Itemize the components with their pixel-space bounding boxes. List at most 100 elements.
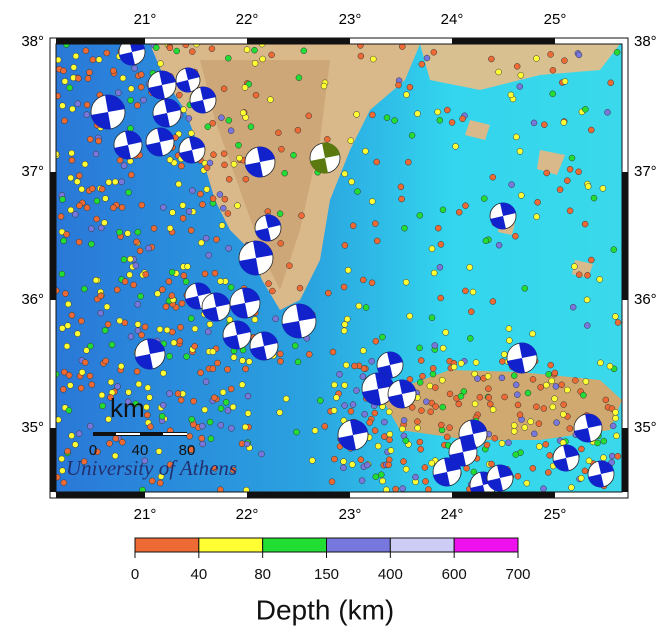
earthquake [92,150,100,158]
earthquake [126,271,133,279]
earthquake [58,270,66,278]
earthquake [176,91,183,99]
earthquake [89,185,96,192]
earthquake [75,238,83,246]
earthquake [296,284,304,292]
earthquake [560,119,568,126]
earthquake [191,325,199,333]
earthquake [467,335,474,342]
earthquake [103,49,111,57]
earthquake [61,117,68,125]
map-frame [49,37,629,499]
beachball-quadrant [146,127,174,157]
earthquake [328,478,336,485]
earthquake [75,75,82,82]
earthquake [549,403,557,411]
earthquake [568,154,576,162]
earthquake [489,406,497,413]
earthquake [127,125,134,132]
earthquake [59,325,66,332]
earthquake [127,333,135,340]
earthquake [482,237,490,245]
earthquake [341,382,348,389]
earthquake [488,460,495,468]
earthquake [265,280,272,287]
earthquake [612,409,619,416]
colorbar-segment [198,537,264,553]
earthquake [607,79,614,87]
earthquake [561,78,569,85]
earthquake [179,215,187,222]
earthquake [459,115,466,123]
earthquake [344,266,352,274]
earthquake [101,219,108,226]
earthquake [56,371,60,378]
earthquake [551,369,559,377]
earthquake [198,435,205,442]
earthquake [186,432,193,440]
earthquake [166,44,174,52]
earthquake [221,195,229,203]
earthquake [435,224,442,232]
earthquake [64,322,72,329]
earthquake [156,326,164,333]
earthquake [204,328,212,336]
earthquake [510,428,518,435]
earthquake [230,160,238,168]
earthquake [66,84,73,92]
earthquake [516,411,524,419]
earthquake [604,109,611,116]
earthquake [125,189,132,196]
earthquake [182,44,190,49]
beachball-quadrant [239,240,273,276]
earthquake [60,479,68,486]
earthquake [120,162,128,169]
beachball-quadrant [114,130,142,160]
earthquake [56,92,61,100]
earthquake [56,416,62,424]
earthquake [225,176,233,183]
earthquake [385,408,393,416]
earthquake [81,160,89,168]
earthquake [225,245,232,252]
earthquake [98,391,106,399]
earthquake [541,121,548,128]
islands [465,120,593,278]
earthquake [162,303,170,310]
earthquake [412,473,419,481]
earthquake [381,418,388,426]
earthquake [561,57,568,64]
earthquake [206,321,214,328]
earthquake [510,422,518,429]
beachball-quadrant [245,146,275,178]
earthquake [88,381,96,388]
earthquake [379,477,386,485]
earthquake [99,402,106,410]
earthquake [81,359,89,366]
earthquake [110,204,117,211]
beachball-quadrant [362,372,394,406]
earthquake [258,450,265,458]
beachball-quadrant [388,379,416,409]
earthquake [67,382,74,389]
earthquake [364,461,371,469]
earthquake [540,485,547,492]
earthquake [227,385,235,393]
earthquake [127,85,135,92]
earthquake [361,410,368,418]
earthquake [87,342,94,350]
earthquake [556,186,564,193]
earthquake [548,377,555,385]
earthquake [144,384,152,391]
earthquake [444,106,451,114]
earthquake [180,106,187,113]
earthquake [83,204,91,211]
earthquake [419,372,426,380]
earthquake [209,195,217,202]
earthquake [414,424,421,432]
earthquake [488,55,495,63]
earthquake [612,414,619,422]
earthquake [134,228,142,236]
earthquake [251,316,259,323]
earthquake [76,202,83,209]
